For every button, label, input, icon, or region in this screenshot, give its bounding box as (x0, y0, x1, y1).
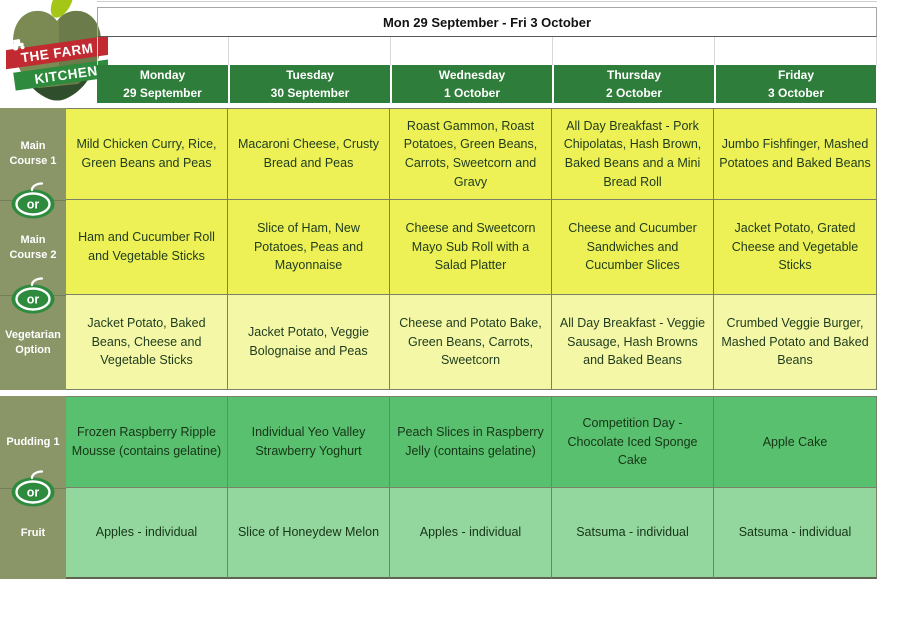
menu-cell-veg-tuesday: Jacket Potato, Veggie Bolognaise and Pea… (228, 295, 390, 390)
menu-cell-main1-tuesday: Macaroni Cheese, Crusty Bread and Peas (228, 108, 390, 200)
menu-cell-veg-friday: Crumbed Veggie Burger, Mashed Potato and… (714, 295, 877, 390)
menu-cell-main2-tuesday: Slice of Ham, New Potatoes, Peas and May… (228, 200, 390, 295)
row-label-main-course-1: Main Course 1 (9, 140, 57, 167)
or-badge-text: or (27, 293, 40, 307)
menu-cell-fruit-friday: Satsuma - individual (714, 488, 877, 579)
spacer-grid-row (97, 37, 877, 65)
or-apple-badge-icon: or (11, 277, 55, 314)
spacer-cell (715, 37, 877, 65)
menu-cell-pudding-monday: Frozen Raspberry Ripple Mousse (contains… (66, 396, 228, 488)
menu-cell-fruit-thursday: Satsuma - individual (552, 488, 714, 579)
top-rule (97, 1, 877, 2)
menu-cell-main1-friday: Jumbo Fishfinger, Mashed Potatoes and Ba… (714, 108, 877, 200)
menu-cell-fruit-tuesday: Slice of Honeydew Melon (228, 488, 390, 579)
spacer-cell (553, 37, 715, 65)
sidebar-main-courses: Main Course 1 Main Course 2 Vegetarian O… (0, 108, 66, 390)
day-name: Monday (139, 68, 186, 82)
main-courses-section: Main Course 1 Main Course 2 Vegetarian O… (0, 108, 877, 390)
menu-cell-pudding-thursday: Competition Day - Chocolate Iced Sponge … (552, 396, 714, 488)
tractor-icon (11, 39, 25, 51)
menu-cell-main1-monday: Mild Chicken Curry, Rice, Green Beans an… (66, 108, 228, 200)
menu-cell-veg-thursday: All Day Breakfast - Veggie Sausage, Hash… (552, 295, 714, 390)
row-label-pudding: Pudding 1 (6, 435, 60, 448)
week-title: Mon 29 September - Fri 3 October (97, 7, 877, 37)
menu-cell-main1-thursday: All Day Breakfast - Pork Chipolatas, Has… (552, 108, 714, 200)
day-header-row: Monday 29 September Tuesday 30 September… (97, 65, 877, 103)
kitchen-banner: KITCHEN (13, 58, 108, 92)
day-date: 2 October (605, 86, 662, 100)
day-name: Wednesday (438, 68, 506, 82)
menu-cell-veg-wednesday: Cheese and Potato Bake, Green Beans, Car… (390, 295, 552, 390)
row-label-vegetarian-option: Vegetarian Option (5, 328, 61, 356)
or-apple-badge-icon: or (11, 182, 55, 219)
menu-cell-fruit-monday: Apples - individual (66, 488, 228, 579)
menu-cell-main2-monday: Ham and Cucumber Roll and Vegetable Stic… (66, 200, 228, 295)
spacer-cell (97, 37, 229, 65)
apple-leaf-icon (50, 0, 74, 18)
menu-cell-pudding-tuesday: Individual Yeo Valley Strawberry Yoghurt (228, 396, 390, 488)
day-date: 29 September (123, 86, 202, 100)
menu-cell-main1-wednesday: Roast Gammon, Roast Potatoes, Green Bean… (390, 108, 552, 200)
menu-cell-veg-monday: Jacket Potato, Baked Beans, Cheese and V… (66, 295, 228, 390)
menu-cell-main2-wednesday: Cheese and Sweetcorn Mayo Sub Roll with … (390, 200, 552, 295)
day-date: 30 September (270, 86, 350, 100)
menu-cell-pudding-friday: Apple Cake (714, 396, 877, 488)
crossed-utensils-icon (86, 80, 100, 92)
or-apple-badge-icon: or (11, 470, 55, 507)
row-label-fruit: Fruit (20, 527, 46, 540)
day-header-friday: Friday 3 October (716, 65, 876, 103)
sidebar-pudding-fruit: Pudding 1 Fruit or (0, 396, 66, 579)
menu-cell-main2-friday: Jacket Potato, Grated Cheese and Vegetab… (714, 200, 877, 295)
day-name: Tuesday (286, 68, 334, 82)
pudding-fruit-section: Pudding 1 Fruit or Frozen Raspberry Ripp… (0, 396, 877, 579)
day-date: 1 October (443, 86, 500, 100)
or-badge-text: or (27, 198, 40, 212)
day-header-wednesday: Wednesday 1 October (392, 65, 552, 103)
day-date: 3 October (767, 86, 824, 100)
spacer-cell (229, 37, 391, 65)
farm-kitchen-logo: THE FARM KITCHEN (6, 0, 108, 101)
spacer-cell (391, 37, 553, 65)
day-header-monday: Monday 29 September (97, 65, 228, 103)
day-header-thursday: Thursday 2 October (554, 65, 714, 103)
day-header-tuesday: Tuesday 30 September (230, 65, 390, 103)
or-badge-text: or (27, 486, 40, 500)
menu-cell-main2-thursday: Cheese and Cucumber Sandwiches and Cucum… (552, 200, 714, 295)
day-name: Friday (777, 68, 814, 82)
menu-cell-fruit-wednesday: Apples - individual (390, 488, 552, 579)
menu-cell-pudding-wednesday: Peach Slices in Raspberry Jelly (contain… (390, 396, 552, 488)
row-label-main-course-2: Main Course 2 (9, 233, 57, 261)
day-name: Thursday (606, 68, 661, 82)
